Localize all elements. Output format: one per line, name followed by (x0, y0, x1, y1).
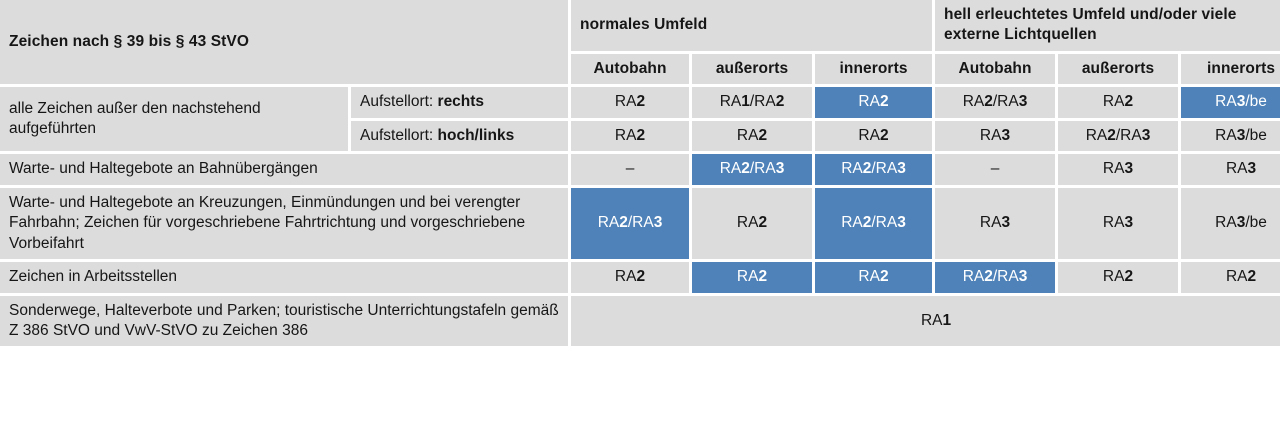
table-row: Warte- und Haltegebote an Bahnübergängen… (0, 154, 1280, 185)
cell-value: RA3 (1181, 154, 1280, 185)
cell-value: RA3/be (1181, 120, 1280, 152)
column-header-innerorts-normal: innerorts (815, 53, 933, 85)
table-row: Aufstellort: hoch/links RA2 RA2 RA2 RA3 … (0, 120, 1280, 152)
cell-value: RA2/RA3 (692, 154, 813, 185)
row-label-arbeitsstellen: Zeichen in Arbeitsstellen (0, 262, 569, 293)
cell-value: RA2 (815, 262, 933, 293)
cell-value: RA3/be (1181, 87, 1280, 118)
cell-value: RA3 (1058, 187, 1179, 260)
cell-value: RA3 (935, 120, 1056, 152)
table-row: Warte- und Haltegebote an Kreuzungen, Ei… (0, 187, 1280, 260)
sub-label-aufstellort-rechts: Aufstellort: rechts (351, 87, 569, 118)
cell-value: RA2 (692, 120, 813, 152)
cell-value: RA2/RA3 (935, 262, 1056, 293)
cell-value: RA2 (692, 187, 813, 260)
group-header-bright-environment: hell erleuchtetes Umfeld und/oder viele … (935, 0, 1280, 51)
cell-value: RA2/RA3 (815, 187, 933, 260)
column-header-ausserorts-bright: außerorts (1058, 53, 1179, 85)
row-label-sonderwege: Sonderwege, Halteverbote und Parken; tou… (0, 295, 569, 347)
cell-value: RA2/RA3 (815, 154, 933, 185)
cell-value: RA2 (1058, 262, 1179, 293)
row-label-kreuzungen: Warte- und Haltegebote an Kreuzungen, Ei… (0, 187, 569, 260)
cell-value: – (571, 154, 690, 185)
cell-value: RA2 (815, 120, 933, 152)
cell-value: RA2 (571, 262, 690, 293)
cell-value-merged: RA1 (571, 295, 1280, 347)
cell-value: RA2 (1181, 262, 1280, 293)
row-label-all-signs: alle Zeichen außer den nachstehend aufge… (0, 87, 348, 152)
column-header-innerorts-bright: innerorts (1181, 53, 1280, 85)
cell-value: RA1/RA2 (692, 87, 813, 118)
cell-value: RA2 (571, 87, 690, 118)
cell-value: RA2 (571, 120, 690, 152)
row-label-bahnuebergaenge: Warte- und Haltegebote an Bahnübergängen (0, 154, 569, 185)
ra-classification-table: Zeichen nach § 39 bis § 43 StVO normales… (0, 0, 1280, 347)
column-header-autobahn-normal: Autobahn (571, 53, 690, 85)
sub-label-aufstellort-hoch-links: Aufstellort: hoch/links (351, 120, 569, 152)
column-header-autobahn-bright: Autobahn (935, 53, 1056, 85)
cell-value: RA3 (935, 187, 1056, 260)
cell-value: RA3/be (1181, 187, 1280, 260)
table-row: alle Zeichen außer den nachstehend aufge… (0, 87, 1280, 152)
cell-value: RA3 (1058, 154, 1179, 185)
table-row: Sonderwege, Halteverbote und Parken; tou… (0, 295, 1280, 347)
table-title-cell: Zeichen nach § 39 bis § 43 StVO (0, 0, 569, 85)
cell-value: RA2 (1058, 87, 1179, 118)
table-header-row-columns: Autobahn außerorts innerorts Autobahn au… (0, 53, 1280, 85)
cell-value: RA2/RA3 (571, 187, 690, 260)
cell-value: RA2/RA3 (1058, 120, 1179, 152)
sub-label-prefix: Aufstellort: (360, 93, 438, 111)
cell-value: RA2/RA3 (935, 87, 1056, 118)
group-header-normal-environment: normales Umfeld (571, 0, 933, 51)
column-header-ausserorts-normal: außerorts (692, 53, 813, 85)
sub-label-prefix: Aufstellort: (360, 126, 438, 144)
sub-label-strong: rechts (437, 93, 485, 111)
cell-value: – (935, 154, 1056, 185)
table-row: Zeichen in Arbeitsstellen RA2 RA2 RA2 RA… (0, 262, 1280, 293)
table-header-row-groups: Zeichen nach § 39 bis § 43 StVO normales… (0, 0, 1280, 85)
sub-label-strong: hoch/links (437, 126, 515, 144)
cell-value: RA2 (815, 87, 933, 118)
cell-value: RA2 (692, 262, 813, 293)
